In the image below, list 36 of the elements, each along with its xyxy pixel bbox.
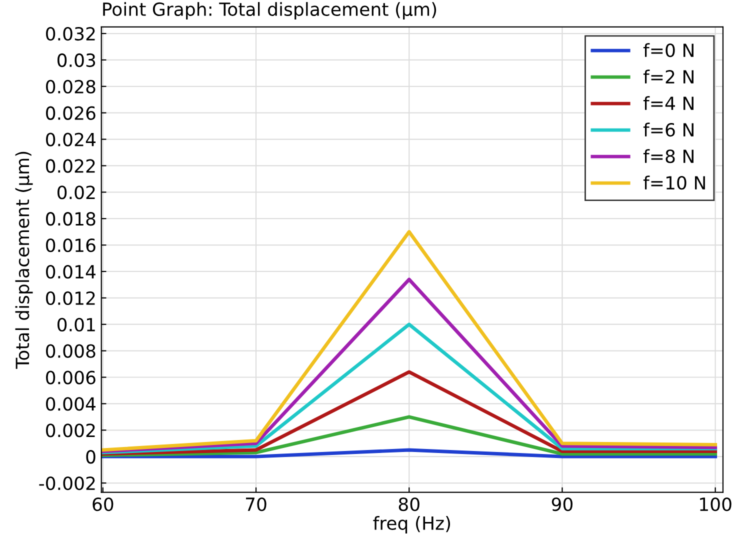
line-series	[101, 278, 718, 454]
y-axis-title: Total displacement (µm)	[15, 152, 33, 369]
y-tick-label: 0.026	[46, 106, 96, 120]
legend-label: f=0 N	[643, 43, 694, 58]
legend-label: f=10 N	[643, 176, 705, 190]
y-tick-label: 0.016	[46, 238, 96, 252]
legend-label: f=6 N	[643, 122, 694, 137]
y-tick-label: 0.018	[46, 212, 96, 226]
line-series	[101, 230, 718, 452]
x-tick-label: 90	[552, 497, 573, 512]
y-tick-label: 0.022	[46, 159, 95, 173]
y-tick-label: 0.008	[46, 344, 96, 358]
y-tick-label: 0.03	[58, 53, 96, 68]
legend-label: f=4 N	[643, 96, 694, 110]
y-tick-label: 0.032	[46, 26, 95, 41]
y-tick-label: 0.014	[46, 264, 96, 279]
line-series	[101, 370, 718, 456]
legend-label: f=8 N	[643, 149, 694, 164]
y-tick-label: 0.006	[46, 370, 96, 384]
x-tick-label: 80	[398, 497, 420, 512]
y-tick-label: 0.004	[46, 397, 96, 411]
y-tick-label: 0.002	[46, 424, 95, 438]
y-tick-label: 0.024	[46, 132, 96, 146]
y-tick-label: 0.02	[58, 186, 95, 200]
y-tick-label: 0.012	[46, 291, 95, 306]
x-tick-label: 100	[700, 497, 732, 512]
y-tick-label: 0.028	[46, 80, 96, 94]
x-axis-title: freq (Hz)	[373, 516, 450, 534]
chart-title: Point Graph: Total displacement (µm)	[103, 2, 436, 20]
y-tick-label: 0	[86, 450, 96, 464]
legend-label: f=2 N	[643, 70, 694, 84]
x-tick-label: 70	[246, 497, 266, 512]
x-tick-label: 60	[92, 497, 114, 512]
y-tick-label: -0.002	[39, 476, 95, 490]
line-series	[101, 415, 718, 457]
y-tick-label: 0.01	[58, 318, 95, 332]
